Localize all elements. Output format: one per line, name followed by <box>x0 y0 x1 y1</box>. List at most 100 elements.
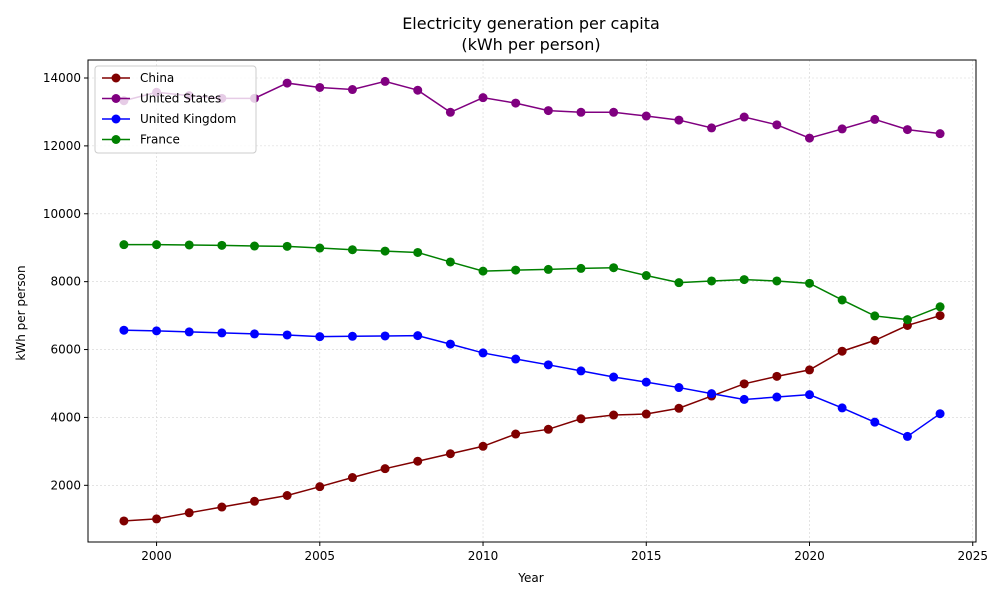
data-point-united-kingdom <box>511 354 521 364</box>
y-tick-label: 4000 <box>50 410 81 424</box>
data-point-france <box>380 246 390 256</box>
data-point-united-kingdom <box>772 392 782 402</box>
data-point-france <box>870 311 880 321</box>
data-point-china <box>217 502 227 512</box>
legend-marker <box>111 73 121 83</box>
data-point-united-kingdom <box>609 372 619 382</box>
data-point-united-states <box>772 120 782 130</box>
data-point-france <box>902 315 912 325</box>
data-point-united-states <box>609 107 619 117</box>
data-point-france <box>315 243 325 253</box>
y-axis-ticks: 2000 4000 6000 8000 10000 12000 14000 <box>43 71 88 492</box>
data-point-united-kingdom <box>576 366 586 376</box>
x-axis-ticks: 2000 2005 2010 2015 2020 2025 <box>141 542 988 563</box>
data-point-united-kingdom <box>674 383 684 393</box>
data-point-china <box>152 514 162 524</box>
y-tick-label: 2000 <box>50 478 81 492</box>
data-point-china <box>413 456 423 466</box>
data-point-china <box>380 464 390 474</box>
data-point-france <box>543 264 553 274</box>
x-tick-label: 2010 <box>468 549 499 563</box>
data-point-france <box>805 278 814 288</box>
data-point-china <box>576 414 586 424</box>
data-point-united-kingdom <box>543 360 553 370</box>
series-united-kingdom <box>119 325 945 441</box>
data-point-united-states <box>641 111 651 121</box>
chart-title-line-2: (kWh per person) <box>461 35 600 54</box>
data-point-france <box>250 241 259 251</box>
data-point-china <box>805 365 814 375</box>
data-point-france <box>576 263 586 273</box>
legend-label: China <box>140 71 174 85</box>
data-point-france <box>217 240 227 250</box>
data-point-china <box>739 379 749 389</box>
data-point-france <box>119 240 129 250</box>
data-point-united-kingdom <box>445 339 455 349</box>
data-point-china <box>674 403 684 413</box>
x-tick-label: 2000 <box>141 549 172 563</box>
data-point-china <box>315 482 325 492</box>
data-point-china <box>870 335 880 345</box>
legend-marker <box>111 94 121 103</box>
legend-label: France <box>140 133 180 147</box>
plot-area-frame <box>87 59 977 543</box>
data-point-united-states <box>805 133 814 143</box>
data-point-united-states <box>739 112 749 122</box>
data-point-china <box>347 473 357 483</box>
data-point-united-kingdom <box>707 389 717 399</box>
data-point-united-states <box>870 114 880 124</box>
y-tick-label: 10000 <box>43 207 81 221</box>
data-point-united-kingdom <box>837 403 847 413</box>
data-point-united-states <box>902 125 912 135</box>
x-axis-label: Year <box>517 571 543 585</box>
data-point-united-kingdom <box>315 332 325 342</box>
data-point-china <box>445 449 455 459</box>
data-point-china <box>282 490 292 500</box>
data-point-united-states <box>707 123 717 133</box>
data-point-china <box>543 424 553 434</box>
data-point-united-kingdom <box>347 331 357 341</box>
y-axis-label: kWh per person <box>14 265 28 360</box>
chart-title: Electricity generation per capita (kWh p… <box>402 14 660 54</box>
data-point-china <box>935 311 945 321</box>
x-tick-label: 2025 <box>957 549 988 563</box>
data-point-france <box>609 263 619 273</box>
legend-marker <box>111 135 121 144</box>
data-point-united-states <box>674 115 684 125</box>
data-point-united-states <box>380 76 390 86</box>
data-point-china <box>478 441 488 451</box>
data-point-france <box>184 240 194 250</box>
data-point-united-kingdom <box>413 331 423 341</box>
data-point-united-kingdom <box>935 409 945 419</box>
data-point-france <box>282 241 292 251</box>
data-point-france <box>837 295 847 305</box>
data-point-china <box>641 409 651 419</box>
series-line-china <box>123 314 941 522</box>
series-line-united-kingdom <box>123 329 941 438</box>
data-point-france <box>511 265 521 275</box>
data-point-france <box>478 266 488 276</box>
x-tick-label: 2020 <box>794 549 825 563</box>
series-france <box>119 240 945 325</box>
data-point-united-states <box>413 85 423 95</box>
data-point-united-kingdom <box>282 330 292 340</box>
data-point-united-kingdom <box>478 348 488 358</box>
data-point-united-states <box>282 78 292 88</box>
data-point-united-kingdom <box>739 394 749 404</box>
data-point-china <box>609 410 619 420</box>
legend-item-united-kingdom: United Kingdom <box>102 112 236 126</box>
x-tick-label: 2005 <box>305 549 336 563</box>
data-point-china <box>119 516 129 526</box>
data-point-united-states <box>543 106 553 116</box>
y-tick-label: 8000 <box>50 275 81 289</box>
chart-title-line-1: Electricity generation per capita <box>402 14 660 33</box>
data-point-france <box>674 278 684 288</box>
data-point-china <box>511 429 521 439</box>
data-point-united-kingdom <box>184 327 194 337</box>
data-point-france <box>152 240 162 250</box>
data-point-united-states <box>935 129 945 139</box>
data-point-china <box>184 508 194 518</box>
series-line-united-states <box>123 80 941 139</box>
data-point-united-states <box>445 107 455 117</box>
data-point-united-kingdom <box>805 390 814 400</box>
